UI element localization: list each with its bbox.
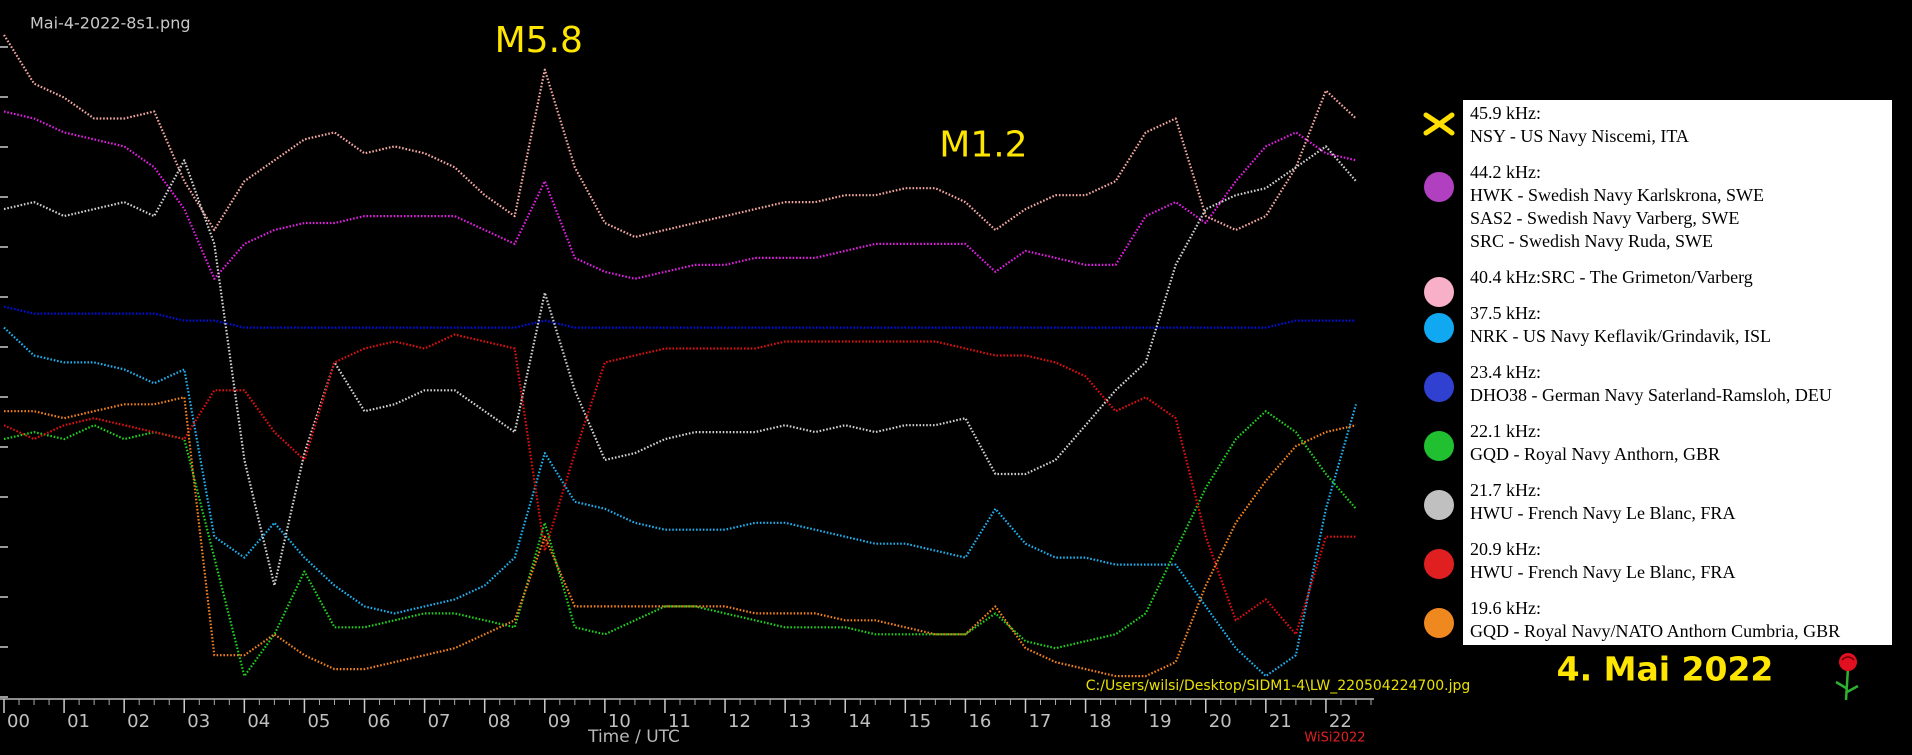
x-tick-label: 09 [548,711,571,732]
x-tick-label: 08 [488,711,511,732]
x-tick-label: 03 [187,711,210,732]
x-tick-label: 21 [1269,711,1292,732]
legend-marker [1424,431,1454,461]
legend-label: 19.6 kHz: [1470,598,1541,618]
legend-label: 21.7 kHz: [1470,480,1541,500]
x-axis-label: Time / UTC [587,727,680,747]
series-line [3,410,1357,678]
rose-icon [1835,653,1859,701]
x-tick-label: 17 [1028,711,1051,732]
x-tick-label: 18 [1089,711,1112,732]
legend-station: NRK - US Navy Keflavik/Grindavik, ISL [1470,326,1771,346]
legend-label: 40.4 kHz:SRC - The Grimeton/Varberg [1470,267,1753,287]
file-path: C:/Users/wilsi/Desktop/SIDM1-4\LW_220504… [1086,678,1471,694]
legend-station: GQD - Royal Navy/NATO Anthorn Cumbria, G… [1470,621,1840,641]
x-tick-label: 20 [1209,711,1232,732]
legend-station: HWK - Swedish Navy Karlskrona, SWE [1470,185,1764,205]
rose-stem [1835,667,1859,701]
date-label: 4. Mai 2022 [1557,650,1774,689]
series-line [3,326,1358,678]
x-tick-label: 11 [668,711,691,732]
annotation: M1.2 [939,124,1027,165]
x-tick-label: 10 [608,711,631,732]
legend-marker [1424,549,1454,579]
x-tick-label: 04 [247,711,270,732]
legend-label: 22.1 kHz: [1470,421,1541,441]
series-line [3,333,1356,636]
legend-station: SRC - Swedish Navy Ruda, SWE [1470,231,1713,251]
legend-box [1463,100,1892,645]
file-name: Mai-4-2022-8s1.png [30,14,191,33]
series-line [3,145,1357,587]
x-tick-label: 06 [368,711,391,732]
x-tick-label: 05 [307,711,330,732]
series-line [4,396,1357,678]
x-tick-label: 14 [848,711,871,732]
rose-bloom [1839,653,1857,671]
legend-marker [1424,372,1454,402]
legend-marker [1424,490,1454,520]
legend-station: DHO38 - German Navy Saterland-Ramsloh, D… [1470,385,1832,405]
legend-label: 44.2 kHz: [1470,162,1541,182]
legend-marker [1424,313,1454,343]
legend-station: GQD - Royal Navy Anthorn, GBR [1470,444,1720,464]
legend-marker [1423,112,1455,136]
rose-petal [1841,656,1855,661]
x-tick-label: 00 [7,711,30,732]
legend-label: 37.5 kHz: [1470,303,1541,323]
x-tick-label: 22 [1329,711,1352,732]
legend-label: 23.4 kHz: [1470,362,1541,382]
annotation: M5.8 [495,20,583,61]
x-tick-label: 15 [908,711,931,732]
x-tick-label: 07 [428,711,451,732]
legend-marker [1424,277,1454,307]
legend-station: SAS2 - Swedish Navy Varberg, SWE [1470,208,1739,228]
x-tick-label: 12 [728,711,751,732]
plot-area: 00 01 02 03 04 05 06 07 08 09 10 11 12 13 14 15 16 17 18 19… [0,20,1374,732]
signature: WiSi2022 [1304,731,1365,746]
legend: 45.9 kHz: NSY - US Navy Niscemi, ITA 44.2 … [1423,103,1840,641]
legend-station: NSY - US Navy Niscemi, ITA [1470,126,1689,146]
legend-label: 45.9 kHz: [1470,103,1541,123]
x-tick-label: 19 [1149,711,1172,732]
legend-station: HWU - French Navy Le Blanc, FRA [1470,562,1735,582]
legend-marker [1424,172,1454,202]
x-tick-label: 02 [127,711,150,732]
legend-marker [1424,608,1454,638]
x-tick-label: 13 [788,711,811,732]
x-tick-label: 01 [67,711,90,732]
series-line [3,34,1357,239]
legend-label: 20.9 kHz: [1470,539,1541,559]
x-tick-label: 16 [968,711,991,732]
legend-station: HWU - French Navy Le Blanc, FRA [1470,503,1735,523]
